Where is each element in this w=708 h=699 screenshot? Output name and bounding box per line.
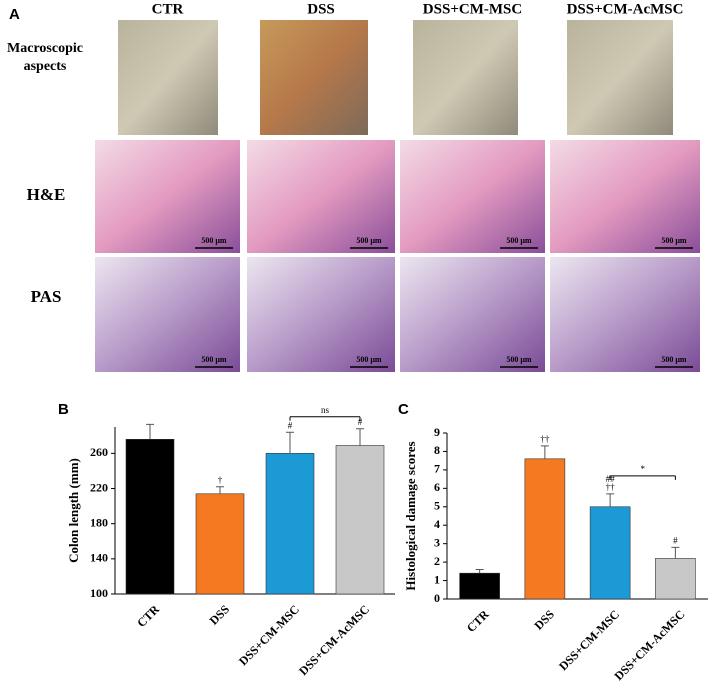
photo-pas [550, 257, 700, 372]
x-tick-label: DSS [207, 602, 233, 628]
panel-letter: A [9, 6, 20, 23]
column-header: DSS [307, 1, 335, 17]
bar [265, 453, 315, 595]
bar [589, 506, 631, 600]
scale-label: 500 μm [201, 236, 227, 245]
x-tick-label: DSS+CM-AcMSC [611, 607, 687, 683]
photo-he [400, 140, 545, 253]
y-tick-label: 9 [434, 425, 440, 439]
significance-mark: # [358, 417, 363, 427]
photo-he [95, 140, 240, 253]
photo-pas [247, 257, 395, 372]
y-tick-label: 8 [434, 443, 440, 457]
photo-macroscopic [567, 20, 673, 135]
y-tick-label: 6 [434, 480, 440, 494]
photo-macroscopic [413, 20, 518, 135]
significance-mark: # [673, 535, 678, 545]
row-label: H&E [27, 185, 66, 204]
column-header: DSS+CM-AcMSC [567, 1, 684, 17]
scale-label: 500 μm [356, 355, 382, 364]
x-tick-label: DSS [531, 607, 557, 633]
bar [524, 458, 566, 600]
y-axis-label: Colon length (mm) [66, 458, 81, 563]
column-header: CTR [152, 1, 184, 17]
y-tick-label: 3 [434, 535, 440, 549]
x-tick-label: DSS+CM-MSC [556, 607, 622, 673]
y-tick-label: 260 [90, 445, 108, 459]
x-tick-label: CTR [464, 607, 492, 635]
photo-pas [95, 257, 240, 372]
y-tick-label: 100 [90, 586, 108, 600]
y-tick-label: 180 [90, 515, 108, 529]
significance-mark: †† [606, 482, 616, 492]
y-tick-label: 0 [434, 591, 440, 605]
bar [125, 439, 175, 595]
y-tick-label: 7 [434, 462, 440, 476]
panel-letter: C [398, 401, 409, 418]
photo-he [247, 140, 395, 253]
y-tick-label: 140 [90, 551, 108, 565]
scale-label: 500 μm [506, 236, 532, 245]
photo-he [550, 140, 700, 253]
photo-macroscopic [118, 20, 218, 135]
significance-mark: † [218, 475, 223, 485]
y-tick-label: 2 [434, 554, 440, 568]
column-header: DSS+CM-MSC [423, 1, 522, 17]
row-label-box: Macroscopic aspects [7, 41, 83, 74]
bracket-label: * [641, 464, 646, 474]
row-label: Macroscopic aspects [7, 41, 83, 74]
scale-label: 500 μm [661, 236, 687, 245]
scale-label: 500 μm [356, 236, 382, 245]
row-label: PAS [31, 287, 62, 306]
bar [655, 558, 696, 600]
scale-label: 500 μm [661, 355, 687, 364]
y-tick-label: 1 [434, 572, 440, 586]
x-tick-label: DSS+CM-AcMSC [296, 602, 372, 678]
bar [335, 445, 385, 595]
photo-pas [400, 257, 545, 372]
bracket-label: ns [321, 405, 330, 415]
x-tick-label: CTR [134, 602, 162, 630]
x-tick-label: DSS+CM-MSC [236, 602, 302, 668]
scale-label: 500 μm [201, 355, 227, 364]
y-axis-label: Histological damage scores [403, 441, 418, 590]
significance-mark: †† [540, 434, 550, 444]
panel-letter: B [58, 401, 69, 418]
y-tick-label: 4 [434, 517, 440, 531]
significance-mark: # [288, 420, 293, 430]
scale-label: 500 μm [506, 355, 532, 364]
photo-macroscopic [260, 20, 368, 135]
y-tick-label: 5 [434, 499, 440, 513]
y-tick-label: 220 [90, 480, 108, 494]
bar [459, 572, 500, 600]
bar [195, 493, 245, 595]
